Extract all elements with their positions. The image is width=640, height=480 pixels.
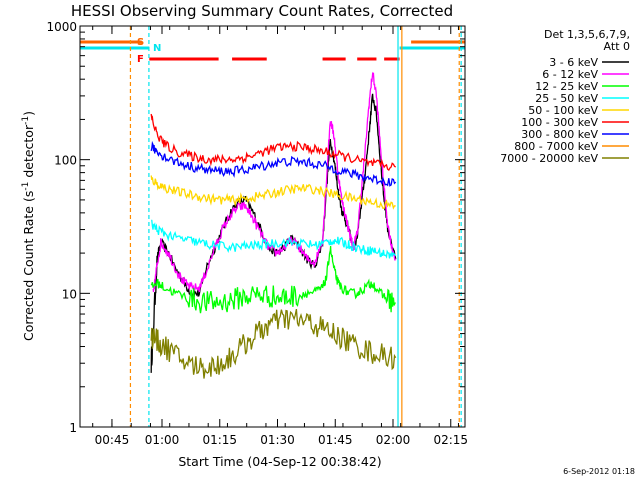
flag-n-label: N (153, 43, 161, 54)
y-axis-label: Corrected Count Rate (s-1 detector-1) (21, 111, 36, 341)
series-line-4 (150, 175, 396, 210)
series-line-2 (150, 245, 396, 314)
series-line-6 (150, 140, 397, 187)
x-tick-label: 01:15 (202, 433, 237, 447)
x-tick-label: 02:00 (376, 433, 411, 447)
plot-area (80, 26, 465, 427)
legend-label: 50 - 100 keV (528, 104, 598, 117)
y-tick-label: 10 (62, 287, 77, 301)
series-line-8 (150, 308, 397, 379)
legend-label: 6 - 12 keV (542, 68, 598, 81)
legend-label: 7000 - 20000 keV (500, 152, 598, 165)
x-tick-label: 01:00 (145, 433, 180, 447)
flag-s-label: S (137, 37, 144, 48)
x-tick-label: 00:45 (95, 433, 130, 447)
series-line-1 (152, 71, 396, 294)
legend-label: 25 - 50 keV (535, 92, 598, 105)
x-axis-label: Start Time (04-Sep-12 00:38:42) (178, 454, 381, 469)
plot-frame (79, 25, 466, 428)
legend-header-line-1: Det 1,3,5,6,7,9, (544, 28, 630, 41)
legend-label: 800 - 7000 keV (514, 140, 598, 153)
date-stamp: 6-Sep-2012 01:18 (563, 467, 635, 476)
y-tick-label: 1 (69, 421, 77, 435)
x-axis: 00:45 01:00 01:15 01:30 01:45 02:00 02:15 (92, 26, 468, 447)
x-tick-label: 02:15 (433, 433, 468, 447)
y-axis: 1 10 100 1000 (46, 20, 465, 435)
flag-f-label: F (137, 54, 144, 65)
legend-label: 12 - 25 keV (535, 80, 598, 93)
chart-title: HESSI Observing Summary Count Rates, Cor… (71, 2, 453, 20)
x-tick-label: 01:30 (260, 433, 295, 447)
y-tick-label: 100 (54, 154, 77, 168)
legend-label: 3 - 6 keV (549, 56, 598, 69)
series-line-5 (150, 113, 397, 171)
series-line-3 (151, 219, 397, 259)
x-tick-label: 01:45 (318, 433, 353, 447)
legend-header-line-2: Att 0 (604, 40, 630, 53)
y-tick-label: 1000 (46, 20, 77, 34)
legend-label: 100 - 300 keV (521, 116, 598, 129)
legend-label: 300 - 800 keV (521, 128, 598, 141)
